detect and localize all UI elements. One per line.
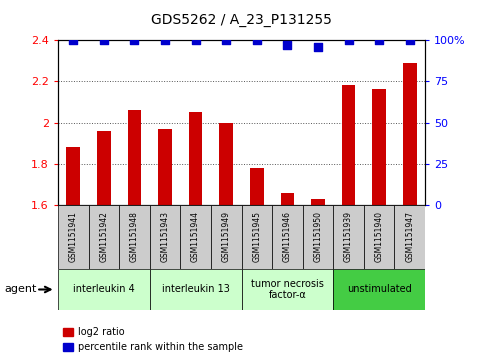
Bar [333,205,364,269]
Point [222,37,230,43]
Point [375,37,383,43]
Point [345,37,353,43]
Bar [180,205,211,269]
Bar [66,147,80,205]
Text: interleukin 13: interleukin 13 [162,285,229,294]
Bar [341,85,355,205]
Point [70,37,77,43]
Bar [364,205,395,269]
Bar [128,110,142,205]
Point [192,37,199,43]
Bar [395,205,425,269]
Bar [333,269,425,310]
Bar [311,199,325,205]
Bar [63,328,73,336]
Bar [97,131,111,205]
Bar [158,129,172,205]
Bar [150,269,242,310]
Bar [250,168,264,205]
Text: tumor necrosis
factor-α: tumor necrosis factor-α [251,279,324,300]
Bar [211,205,242,269]
Text: agent: agent [5,285,37,294]
Bar [303,205,333,269]
Text: log2 ratio: log2 ratio [78,327,125,337]
Text: GSM1151950: GSM1151950 [313,211,323,262]
Point [130,37,138,43]
Point [314,44,322,49]
Bar [88,205,119,269]
Bar [58,205,88,269]
Text: GSM1151942: GSM1151942 [99,211,108,262]
Bar [150,205,180,269]
Text: GSM1151949: GSM1151949 [222,211,231,262]
Bar [272,205,303,269]
Text: interleukin 4: interleukin 4 [73,285,135,294]
Point [100,37,108,43]
Text: GSM1151943: GSM1151943 [160,211,170,262]
Text: unstimulated: unstimulated [347,285,412,294]
Text: GSM1151941: GSM1151941 [69,211,78,262]
Text: GSM1151944: GSM1151944 [191,211,200,262]
Text: GSM1151940: GSM1151940 [375,211,384,262]
Bar [242,205,272,269]
Bar [372,89,386,205]
Bar [189,112,202,205]
Text: percentile rank within the sample: percentile rank within the sample [78,342,243,352]
Bar [63,343,73,351]
Text: GSM1151939: GSM1151939 [344,211,353,262]
Bar [242,269,333,310]
Text: GSM1151948: GSM1151948 [130,211,139,262]
Point [253,37,261,43]
Bar [281,193,294,205]
Bar [58,269,150,310]
Text: GSM1151947: GSM1151947 [405,211,414,262]
Bar [403,63,417,205]
Point [406,37,413,43]
Point [284,42,291,48]
Bar [219,122,233,205]
Point [161,37,169,43]
Text: GDS5262 / A_23_P131255: GDS5262 / A_23_P131255 [151,13,332,27]
Text: GSM1151945: GSM1151945 [252,211,261,262]
Bar [119,205,150,269]
Text: GSM1151946: GSM1151946 [283,211,292,262]
